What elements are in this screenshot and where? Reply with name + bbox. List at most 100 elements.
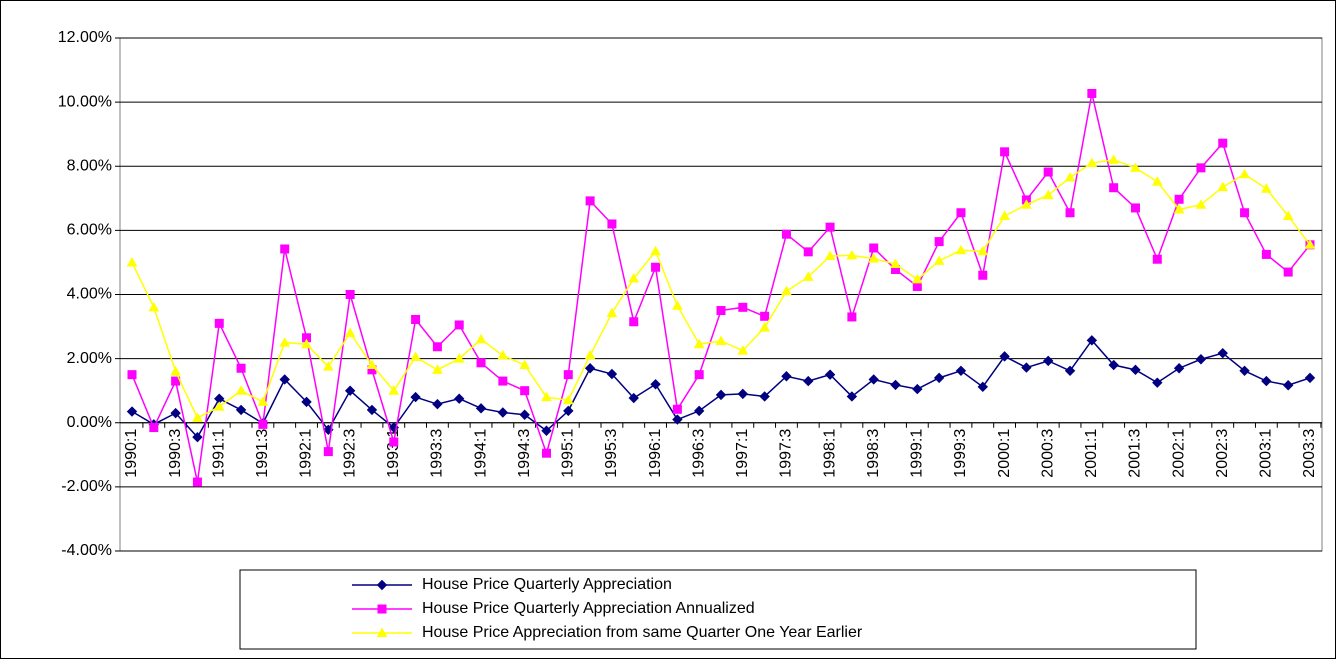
x-tick-label: 1997:3 [778,429,795,478]
data-point [1151,176,1163,186]
data-point [803,375,814,387]
x-tick-label: 1992:1 [298,429,315,478]
data-point [716,306,726,316]
data-point [454,320,464,330]
data-point [1195,199,1207,209]
data-point [629,317,639,327]
data-point [1173,204,1185,214]
data-point [606,368,618,380]
data-point [1218,138,1228,148]
data-point [1086,157,1098,168]
data-point [672,300,683,310]
data-point [1261,249,1271,259]
data-point [999,210,1010,220]
data-point [389,437,399,447]
y-tick-label: 6.00% [67,222,112,239]
data-point [911,273,923,284]
data-point [1087,88,1097,98]
data-point [1173,363,1185,374]
data-point [584,349,596,360]
data-point [1304,239,1316,249]
data-point [1064,365,1076,377]
data-point [1130,162,1141,172]
data-point [1042,189,1054,200]
data-point [541,391,552,402]
data-point [214,318,224,328]
data-point [1108,154,1120,164]
data-point [1196,163,1206,173]
data-point [781,229,791,239]
data-point [279,337,291,347]
y-tick-label: 12.00% [58,29,112,46]
data-point [149,423,159,433]
x-tick-label: 1997:1 [734,429,751,478]
data-point [345,290,355,299]
data-point [933,255,945,265]
data-point [1261,375,1272,387]
data-point [1283,267,1293,277]
data-point [170,407,181,419]
legend-label: House Price Appreciation from same Quart… [422,624,863,641]
data-point [475,403,487,414]
data-point [1086,335,1098,346]
data-point [738,302,748,312]
x-tick-label: 1995:1 [560,429,577,478]
data-point [279,374,290,385]
data-point [541,448,551,458]
data-point [432,342,442,352]
data-point [1130,364,1141,376]
data-point [585,196,595,206]
data-point [715,389,727,401]
data-point [432,364,443,374]
data-point [606,307,618,318]
data-point [1152,377,1163,388]
data-point [563,370,573,380]
data-point [1021,362,1032,373]
x-tick-label: 1995:3 [603,429,620,478]
data-point [650,379,661,390]
data-point [868,374,879,385]
data-point [846,391,858,402]
data-point [192,431,203,443]
data-point [1304,372,1316,384]
data-point [955,365,967,377]
x-tick-label: 1994:3 [516,429,533,478]
data-point [1282,380,1294,391]
data-point [694,370,704,380]
data-point [825,222,835,232]
data-point [1021,199,1032,209]
y-tick-label: -2.00% [61,478,112,495]
data-point [1043,167,1053,177]
data-point [410,351,421,362]
x-tick-label: 2003:3 [1301,429,1318,478]
data-point [148,301,160,312]
legend-label: House Price Quarterly Appreciation Annua… [422,600,755,617]
x-tick-label: 2002:3 [1214,429,1231,478]
data-point [693,338,705,349]
data-point [933,372,945,384]
y-tick-label: 10.00% [58,93,112,110]
data-point [1240,208,1250,218]
data-point [868,253,880,263]
data-point [235,385,247,395]
data-point [824,369,836,380]
y-tick-label: 0.00% [67,414,112,431]
y-tick-label: -4.00% [61,542,112,559]
legend-marker [376,579,388,591]
data-point [1108,359,1119,371]
data-point [1217,181,1229,192]
x-tick-label: 1998:1 [821,429,838,478]
data-point [1130,203,1140,213]
x-tick-label: 1996:1 [647,429,664,478]
data-point [258,419,268,429]
legend-marker [377,604,387,614]
data-point [890,379,901,391]
data-point [475,333,487,344]
data-point [1239,365,1250,377]
data-point [192,477,202,487]
x-tick-label: 2000:1 [996,429,1013,478]
data-point [1217,347,1228,359]
data-point [977,381,988,393]
x-tick-label: 2002:1 [1170,429,1187,478]
